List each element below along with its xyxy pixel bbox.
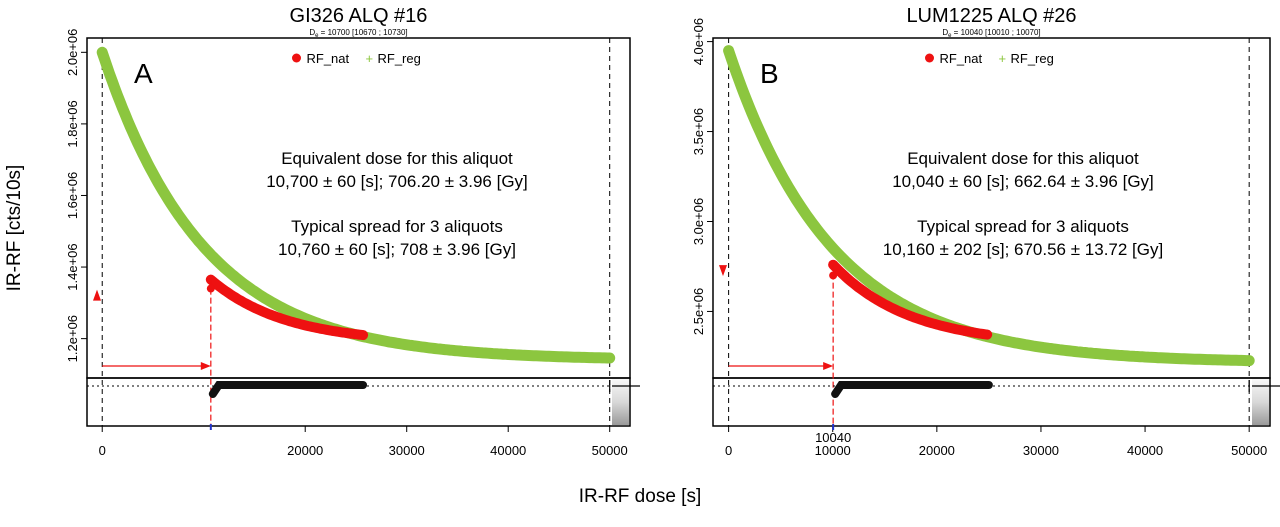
y-tick-label: 1.8e+06 (65, 100, 80, 147)
x-tick-label: 40000 (1127, 443, 1163, 458)
x-tick-label: 20000 (919, 443, 955, 458)
legend-rf-nat-marker (925, 53, 934, 63)
equivalent-dose-value: 10,700 ± 60 [s]; 706.20 ± 3.96 [Gy] (266, 172, 528, 191)
de-arrow-head (200, 362, 211, 370)
de-subtitle-subscript: e (315, 33, 319, 39)
panel-letter: A (134, 58, 153, 89)
chart-title: LUM1225 ALQ #26 (906, 5, 1076, 27)
de-arrow-head (823, 362, 834, 370)
typical-spread-heading: Typical spread for 3 aliquots (917, 217, 1129, 236)
residual-plot-frame (712, 377, 1271, 427)
residual-scale-box (612, 379, 629, 425)
de-subtitle-rest: = 10700 [10670 ; 10730] (318, 28, 407, 37)
rf-nat-first-point (829, 271, 838, 280)
panel-letter: B (760, 58, 779, 89)
typical-spread-value: 10,160 ± 202 [s]; 670.56 ± 13.72 [Gy] (883, 240, 1163, 259)
de-subtitle-rest: = 10040 [10010 ; 10070] (951, 28, 1040, 37)
x-tick-label: 30000 (1023, 443, 1059, 458)
y-tick-label: 3.0e+06 (691, 198, 706, 245)
equivalent-dose-value: 10,040 ± 60 [s]; 662.64 ± 3.96 [Gy] (892, 172, 1154, 191)
equivalent-dose-heading: Equivalent dose for this aliquot (907, 149, 1139, 168)
legend-rf-nat-marker (292, 53, 301, 63)
legend-rf-reg-marker: + (999, 51, 1007, 66)
y-axis-title: IR-RF [cts/10s] (4, 165, 25, 292)
y-tick-label: 1.2e+06 (65, 315, 80, 362)
natural-signal-triangle (719, 265, 727, 277)
y-tick-label: 1.6e+06 (65, 172, 80, 219)
typical-spread-value: 10,760 ± 60 [s]; 708 ± 3.96 [Gy] (278, 240, 516, 259)
x-tick-label: 30000 (389, 443, 425, 458)
equivalent-dose-heading: Equivalent dose for this aliquot (281, 149, 513, 168)
de-subtitle-subscript: e (948, 33, 952, 39)
y-tick-label: 2.0e+06 (65, 29, 80, 76)
x-tick-label: 40000 (490, 443, 526, 458)
rf-nat-first-point (206, 284, 215, 293)
residual-scale-box (1252, 379, 1269, 425)
rf-nat-curve (828, 259, 993, 340)
rf-nat-curve (205, 274, 369, 341)
rf-reg-curve (723, 45, 1255, 367)
de-subtitle-prefix: D (942, 28, 948, 37)
x-tick-label: 20000 (287, 443, 323, 458)
y-tick-label: 4.0e+06 (691, 18, 706, 65)
legend-rf-reg-label: RF_reg (378, 51, 421, 66)
x-axis-title: IR-RF dose [s] (579, 486, 701, 507)
rf-reg-curve (96, 46, 616, 364)
residual-band (208, 381, 368, 398)
chart-title: GI326 ALQ #16 (290, 5, 428, 27)
de-subtitle: De = 10040 [10010 ; 10070] (942, 28, 1040, 39)
x-tick-label: 0 (725, 443, 732, 458)
legend-rf-nat-label: RF_nat (307, 51, 350, 66)
natural-signal-triangle (93, 289, 101, 301)
legend-rf-reg-label: RF_reg (1011, 51, 1054, 66)
x-tick-label: 0 (99, 443, 106, 458)
y-tick-label: 2.5e+06 (691, 288, 706, 335)
typical-spread-heading: Typical spread for 3 aliquots (291, 217, 503, 236)
x-tick-label: 50000 (1231, 443, 1267, 458)
residual-band (831, 381, 993, 398)
de-subtitle-prefix: D (309, 28, 315, 37)
legend-rf-nat-label: RF_nat (940, 51, 983, 66)
y-tick-label: 1.4e+06 (65, 243, 80, 290)
y-tick-label: 3.5e+06 (691, 108, 706, 155)
de-subtitle: De = 10700 [10670 ; 10730] (309, 28, 407, 39)
x-tick-label: 50000 (592, 443, 628, 458)
de-tick-label: 10040 (815, 430, 851, 445)
residual-plot-frame (86, 377, 631, 427)
x-tick-label: 10000 (815, 443, 851, 458)
legend-rf-reg-marker: + (366, 51, 374, 66)
